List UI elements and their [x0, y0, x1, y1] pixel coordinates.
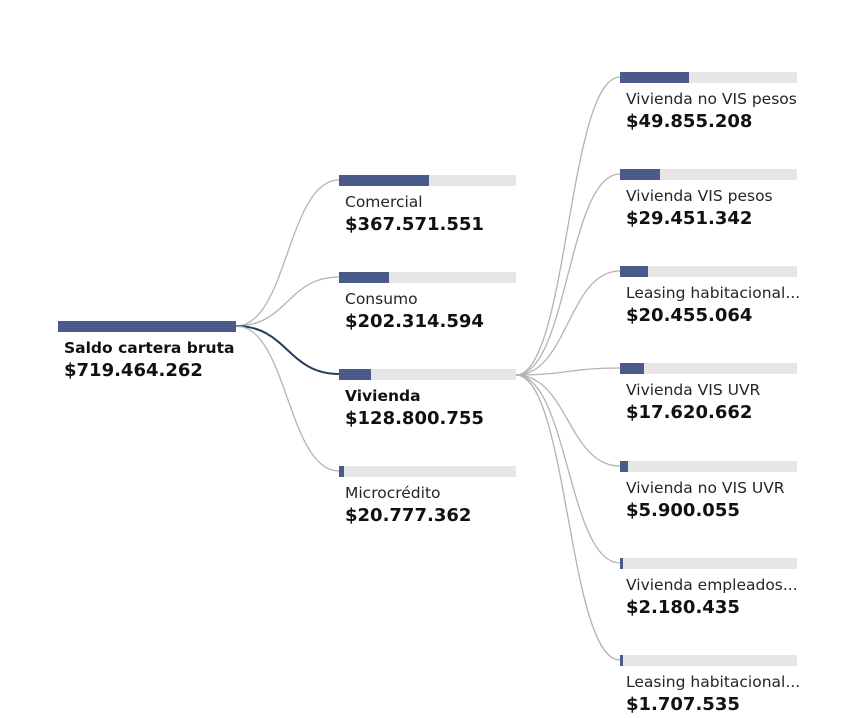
- vivienda-no-vis-pesos-bar-track: [620, 72, 797, 83]
- leasing-habitacional-2-value: $1.707.535: [626, 694, 740, 715]
- vivienda-no-vis-uvr-value: $5.900.055: [626, 500, 740, 521]
- vivienda-bar-fill: [339, 369, 371, 380]
- root-value: $719.464.262: [64, 360, 203, 381]
- vivienda-no-vis-pesos-value: $49.855.208: [626, 111, 753, 132]
- vivienda-vis-uvr-value: $17.620.662: [626, 402, 753, 423]
- link-root-2: [235, 325, 340, 375]
- leasing-habitacional-1-label: Leasing habitacional...: [626, 284, 801, 302]
- link-vivienda-3: [515, 367, 621, 376]
- vivienda-vis-uvr-label: Vivienda VIS UVR: [626, 381, 761, 399]
- link-vivienda-6: [515, 374, 621, 661]
- comercial-bar-fill: [339, 175, 429, 186]
- consumo-bar-track: [339, 272, 516, 283]
- leasing-habitacional-2-bar-fill: [620, 655, 623, 666]
- consumo-bar-fill: [339, 272, 389, 283]
- consumo-value: $202.314.594: [345, 311, 484, 332]
- vivienda-vis-pesos-bar-fill: [620, 169, 660, 180]
- vivienda-label: Vivienda: [345, 387, 421, 405]
- leasing-habitacional-1-bar-track: [620, 266, 797, 277]
- vivienda-no-vis-pesos-label: Vivienda no VIS pesos: [626, 90, 797, 108]
- root-bar-fill: [58, 321, 236, 332]
- link-vivienda-1: [515, 173, 621, 376]
- vivienda-vis-pesos-label: Vivienda VIS pesos: [626, 187, 773, 205]
- vivienda-vis-pesos-bar-track: [620, 169, 797, 180]
- vivienda-bar-track: [339, 369, 516, 380]
- leasing-habitacional-2-label: Leasing habitacional...: [626, 673, 801, 691]
- vivienda-no-vis-uvr-bar-track: [620, 461, 797, 472]
- link-root-3: [235, 325, 340, 472]
- vivienda-value: $128.800.755: [345, 408, 484, 429]
- leasing-habitacional-1-value: $20.455.064: [626, 305, 753, 326]
- microcredito-bar-fill: [339, 466, 344, 477]
- link-root-0: [235, 179, 340, 327]
- microcredito-label: Microcrédito: [345, 484, 441, 502]
- vivienda-vis-uvr-bar-track: [620, 363, 797, 374]
- consumo-label: Consumo: [345, 290, 418, 308]
- root-label: Saldo cartera bruta: [64, 339, 235, 357]
- link-vivienda-2: [515, 270, 621, 376]
- vivienda-empleados-bar-fill: [620, 558, 623, 569]
- leasing-habitacional-2-bar-track: [620, 655, 797, 666]
- vivienda-empleados-bar-track: [620, 558, 797, 569]
- comercial-label: Comercial: [345, 193, 423, 211]
- leasing-habitacional-1-bar-fill: [620, 266, 648, 277]
- microcredito-value: $20.777.362: [345, 505, 472, 526]
- vivienda-vis-uvr-bar-fill: [620, 363, 644, 374]
- microcredito-bar-track: [339, 466, 516, 477]
- vivienda-no-vis-uvr-label: Vivienda no VIS UVR: [626, 479, 785, 497]
- vivienda-no-vis-pesos-bar-fill: [620, 72, 689, 83]
- comercial-value: $367.571.551: [345, 214, 484, 235]
- vivienda-no-vis-uvr-bar-fill: [620, 461, 628, 472]
- vivienda-empleados-value: $2.180.435: [626, 597, 740, 618]
- link-vivienda-0: [515, 76, 621, 376]
- vivienda-empleados-label: Vivienda empleados...: [626, 576, 798, 594]
- link-root-1: [235, 276, 340, 327]
- vivienda-vis-pesos-value: $29.451.342: [626, 208, 753, 229]
- link-vivienda-5: [515, 374, 621, 564]
- link-vivienda-4: [515, 374, 621, 467]
